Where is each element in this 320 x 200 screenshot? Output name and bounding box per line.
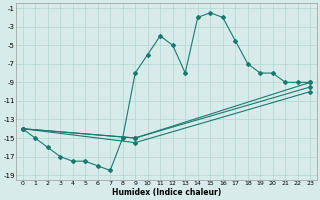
X-axis label: Humidex (Indice chaleur): Humidex (Indice chaleur) (112, 188, 221, 197)
